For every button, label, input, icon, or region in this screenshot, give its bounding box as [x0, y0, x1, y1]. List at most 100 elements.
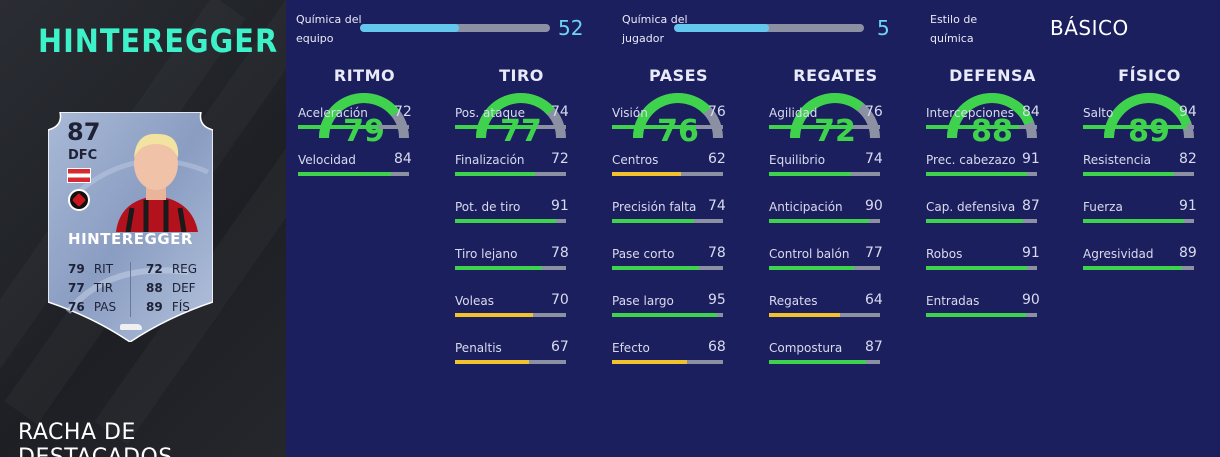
sub-attribute-bar [612, 172, 723, 176]
sub-attribute-bar-fill [769, 313, 841, 317]
sub-attribute-value: 89 [1179, 245, 1197, 261]
chemistry-style-value[interactable]: BÁSICO [1050, 16, 1129, 40]
sub-attribute-bar [926, 313, 1037, 317]
sub-attribute-name: Equilibrio [769, 153, 826, 167]
sub-attribute-bar [455, 172, 566, 176]
sub-attribute-row: Compostura 87 [769, 339, 883, 367]
sub-attribute-bar [1083, 172, 1194, 176]
sub-attribute-value: 91 [1179, 198, 1197, 214]
sub-attribute-name: Prec. cabezazo [926, 153, 1016, 167]
sub-attribute-bar-fill [926, 172, 1027, 176]
sub-attribute-bar-fill [298, 172, 392, 176]
sub-attribute-row: Visión 76 [612, 104, 726, 132]
sub-attribute-bar [769, 266, 880, 270]
team-chemistry-label: Química del equipo [296, 13, 362, 45]
team-chemistry-value: 52 [558, 16, 584, 40]
sub-attribute-name: Entradas [926, 294, 980, 308]
sub-attribute-row: Intercepciones 84 [926, 104, 1040, 132]
card-stat: 77 TIR [68, 281, 114, 295]
sub-attribute-bar [455, 125, 566, 129]
sub-attribute-name: Visión [612, 106, 648, 120]
sub-attribute-name: Precisión falta [612, 200, 697, 214]
eagle-club-badge-icon [68, 189, 90, 211]
sub-attribute-value: 74 [551, 104, 569, 120]
sub-attribute-bar-fill [769, 125, 854, 129]
category-value: 76 [657, 114, 699, 149]
sub-attribute-name: Control balón [769, 247, 850, 261]
sub-attribute-bar [926, 219, 1037, 223]
sub-attribute-name: Voleas [455, 294, 494, 308]
sub-attribute-value: 74 [865, 151, 883, 167]
sub-attribute-name: Penaltis [455, 341, 502, 355]
player-chemistry-value: 5 [877, 16, 890, 40]
card-stat: 72 REG [146, 262, 198, 276]
player-chemistry-label: Química del jugador [622, 13, 688, 45]
sub-attribute-value: 76 [708, 104, 726, 120]
sub-attribute-name: Pase corto [612, 247, 675, 261]
sub-attribute-bar-fill [612, 266, 699, 270]
card-rating: 87 [67, 118, 101, 146]
category-title: DEFENSA [949, 66, 1036, 85]
sub-attribute-bar [769, 360, 880, 364]
category-value: 89 [1128, 114, 1170, 149]
player-name: HINTEREGGER [38, 22, 279, 60]
sub-attribute-row: Pase corto 78 [612, 245, 726, 273]
sub-attribute-bar-fill [1083, 219, 1184, 223]
card-stat: 88 DEF [146, 281, 196, 295]
sub-attribute-bar [455, 219, 566, 223]
category-gauge: 79 [314, 88, 414, 158]
category-gauge: 88 [942, 88, 1042, 158]
card-stats-left: 79 RIT 77 TIR 76 PAS [68, 260, 116, 317]
sub-attribute-bar-fill [455, 125, 538, 129]
sub-attribute-row: Efecto 68 [612, 339, 726, 367]
sub-attribute-bar [455, 266, 566, 270]
card-position: DFC [68, 148, 98, 163]
sub-attribute-bar-fill [612, 313, 718, 317]
sub-attribute-bar-fill [926, 219, 1023, 223]
sub-attribute-value: 91 [551, 198, 569, 214]
sub-attribute-bar [926, 266, 1037, 270]
player-card[interactable]: 87 DFC HINTEREGGER 79 RIT 77 TIR 76 PAS … [48, 112, 213, 342]
sub-attribute-row: Penaltis 67 [455, 339, 569, 367]
card-stat-divider [130, 262, 131, 317]
sub-attribute-name: Fuerza [1083, 200, 1123, 214]
sub-attribute-value: 62 [708, 151, 726, 167]
category-gauge: 89 [1099, 88, 1199, 158]
team-chemistry-fill [360, 24, 459, 32]
sub-attribute-bar [612, 360, 723, 364]
sub-attribute-value: 74 [708, 198, 726, 214]
sub-attribute-value: 91 [1022, 245, 1040, 261]
sub-attribute-value: 64 [865, 292, 883, 308]
gauge-fill [1104, 93, 1192, 139]
sub-attribute-row: Aceleración 72 [298, 104, 412, 132]
sub-attribute-row: Centros 62 [612, 151, 726, 179]
sub-attribute-value: 90 [865, 198, 883, 214]
sub-attribute-value: 87 [865, 339, 883, 355]
sub-attribute-bar-fill [1083, 266, 1182, 270]
sub-attribute-bar-fill [769, 360, 866, 364]
sub-attribute-value: 67 [551, 339, 569, 355]
sub-attribute-row: Robos 91 [926, 245, 1040, 273]
category-value: 79 [343, 114, 385, 149]
card-player-name: HINTEREGGER [68, 230, 193, 248]
sub-attribute-bar-fill [1083, 125, 1188, 129]
sub-attribute-row: Equilibrio 74 [769, 151, 883, 179]
category-title: PASES [648, 66, 709, 85]
sub-attribute-bar-fill [455, 266, 542, 270]
sub-attribute-name: Efecto [612, 341, 650, 355]
sub-attribute-row: Entradas 90 [926, 292, 1040, 320]
sub-attribute-value: 77 [865, 245, 883, 261]
sub-attribute-value: 91 [1022, 151, 1040, 167]
sub-attribute-bar [1083, 266, 1194, 270]
sub-attribute-bar [1083, 125, 1194, 129]
card-stat: 76 PAS [68, 300, 117, 314]
sub-attribute-row: Agresividad 89 [1083, 245, 1197, 273]
category-value: 72 [814, 114, 856, 149]
category-3: REGATES 72 Agilidad 76 Equilibrio 74 Anticipac… [757, 66, 914, 457]
sub-attribute-bar [612, 313, 723, 317]
sub-attribute-bar-fill [455, 172, 535, 176]
promo-title: RACHA DE DESTACADOS [18, 420, 172, 457]
sub-attribute-bar-fill [1083, 172, 1175, 176]
sub-attribute-name: Agilidad [769, 106, 818, 120]
sub-attribute-name: Velocidad [298, 153, 356, 167]
